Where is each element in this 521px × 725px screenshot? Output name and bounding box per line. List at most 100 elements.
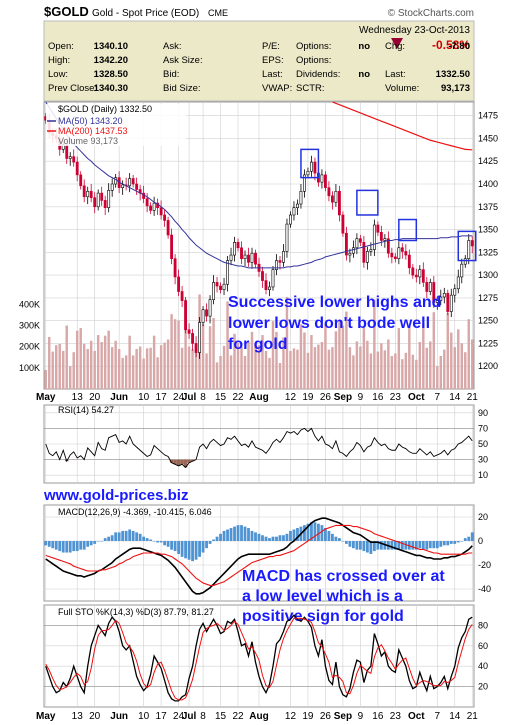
- volume-bar: [177, 320, 180, 389]
- macd-histogram-bar: [61, 541, 65, 553]
- macd-histogram-bar: [51, 541, 55, 549]
- volume-bar: [135, 349, 138, 389]
- macd-histogram-bar: [435, 541, 439, 549]
- quote-value: no: [358, 41, 370, 52]
- x-axis-label: May: [36, 711, 56, 722]
- macd-histogram-bar: [306, 523, 310, 541]
- candle-body: [177, 276, 181, 292]
- volume-bar: [439, 356, 443, 389]
- price-tick-label: 1325: [478, 247, 498, 257]
- volume-bar: [51, 351, 54, 389]
- volume-bar: [443, 349, 446, 389]
- volume-bar: [460, 343, 463, 389]
- sto-tick-label: 80: [478, 620, 488, 630]
- price-annotation: lower lows don't bode well: [228, 315, 430, 332]
- quote-date: Wednesday 23-Oct-2013: [359, 25, 470, 36]
- macd-histogram-bar: [247, 528, 250, 541]
- price-tick-label: 1350: [478, 225, 498, 235]
- candle-body: [110, 183, 114, 191]
- quote-label: Ask Size:: [163, 55, 203, 66]
- candle-body: [400, 247, 404, 252]
- x-axis-label: 15: [215, 392, 227, 403]
- volume-bar: [236, 342, 240, 389]
- macd-histogram-bar: [397, 541, 401, 550]
- volume-bar: [55, 345, 58, 389]
- price-tick-label: 1425: [478, 156, 498, 166]
- macd-histogram-bar: [201, 541, 205, 553]
- volume-bar: [278, 362, 282, 389]
- macd-histogram-bar: [355, 541, 359, 550]
- candle-body: [467, 240, 471, 260]
- x-axis-label: Jun: [110, 392, 128, 403]
- macd-histogram-bar: [345, 541, 348, 544]
- macd-histogram-bar: [432, 541, 436, 549]
- price-tick-label: 1450: [478, 133, 498, 143]
- volume-bar: [166, 339, 170, 389]
- volume-bar: [257, 345, 261, 389]
- x-axis-label: 19: [302, 711, 314, 722]
- volume-bar: [303, 332, 306, 389]
- x-axis-label: 16: [372, 392, 384, 403]
- candle-body: [187, 329, 191, 334]
- candle-body: [261, 271, 264, 281]
- x-axis-label: 26: [320, 392, 332, 403]
- volume-bar: [229, 355, 233, 389]
- sto-tick-label: 40: [478, 661, 488, 671]
- site-url-text: www.gold-prices.biz: [43, 487, 188, 504]
- x-axis-label: 21: [467, 711, 479, 722]
- volume-bar: [327, 349, 331, 389]
- macd-histogram-bar: [341, 541, 345, 542]
- volume-bar: [205, 353, 208, 389]
- quote-label: Open:: [48, 41, 74, 52]
- candle-body: [121, 184, 125, 188]
- candle-body: [226, 260, 229, 285]
- candle-body: [324, 174, 327, 188]
- candle-body: [170, 234, 174, 260]
- macd-histogram-bar: [393, 541, 397, 550]
- candle-body: [334, 190, 338, 203]
- candle-body: [341, 214, 345, 234]
- rsi-oversold-shade: [187, 459, 191, 463]
- macd-histogram-bar: [376, 541, 380, 550]
- candle-body: [247, 254, 250, 263]
- macd-histogram-bar: [170, 541, 173, 550]
- volume-bar: [282, 337, 285, 389]
- rsi-tick-label: 30: [478, 455, 488, 465]
- candle-body: [152, 202, 156, 211]
- macd-histogram-bar: [453, 541, 457, 544]
- candle-body: [250, 252, 254, 263]
- volume-bar: [292, 348, 296, 389]
- macd-histogram-bar: [264, 536, 268, 541]
- macd-histogram-bar: [93, 541, 97, 544]
- candle-body: [449, 294, 453, 312]
- macd-histogram-bar: [121, 530, 125, 541]
- volume-bar: [348, 347, 352, 389]
- macd-histogram-bar: [124, 530, 128, 541]
- volume-bar: [264, 350, 268, 389]
- candle-body: [411, 267, 415, 276]
- volume-bar: [226, 301, 229, 389]
- macd-signal-line: [45, 524, 473, 586]
- legend-price: $GOLD (Daily) 1332.50: [58, 104, 152, 114]
- x-axis-label: 23: [390, 711, 402, 722]
- macd-histogram-bar: [226, 529, 229, 541]
- volume-bar: [383, 350, 387, 389]
- macd-histogram-bar: [282, 535, 285, 541]
- candle-body: [303, 174, 306, 192]
- candle-body: [128, 178, 132, 187]
- quote-label: Bid Size:: [163, 83, 201, 94]
- macd-histogram-bar: [351, 541, 355, 549]
- quote-value: 1340.30: [94, 83, 128, 94]
- candle-body: [131, 178, 135, 185]
- macd-histogram-bar: [44, 541, 48, 546]
- quote-label: Low:: [48, 69, 68, 80]
- macd-histogram-bar: [86, 541, 90, 547]
- volume-bar: [173, 319, 177, 389]
- macd-histogram-bar: [404, 541, 408, 550]
- volume-bar: [68, 366, 72, 389]
- candle-body: [275, 260, 278, 270]
- volume-bar: [184, 299, 187, 389]
- candle-body: [299, 190, 303, 205]
- x-axis-label: 22: [232, 711, 244, 722]
